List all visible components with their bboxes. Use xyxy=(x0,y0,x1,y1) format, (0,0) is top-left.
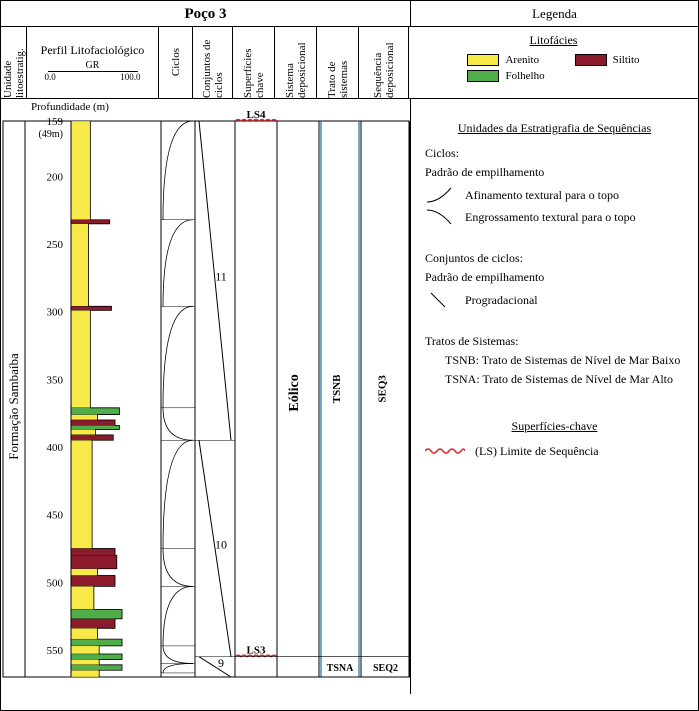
surf-title: Superfícies-chave xyxy=(425,417,684,436)
gr-scale-values: 0.0 100.0 xyxy=(43,72,143,82)
legend-fining: Afinamento textural para o topo xyxy=(425,186,684,205)
svg-text:Eólico: Eólico xyxy=(287,374,302,411)
sets-padrao: Padrão de empilhamento xyxy=(425,268,684,287)
hdr-trato: Trato de sistemas xyxy=(317,27,359,98)
lithofacies-items: Arenito Folhelho Siltito xyxy=(467,54,639,82)
stratigraphic-chart: Formação Sambaíba 159 200 250 300 350 400 450 50… xyxy=(1,99,411,694)
ciclos-padrao: Padrão de empilhamento xyxy=(425,163,684,182)
svg-text:SEQ3: SEQ3 xyxy=(377,375,389,403)
chart-block: Profundidade (m) Formação Sambaíba159200… xyxy=(1,99,411,694)
svg-text:TSNA: TSNA xyxy=(327,663,354,674)
swatch-icon xyxy=(467,70,499,82)
lith-siltito: Siltito xyxy=(575,54,640,66)
hdr-superficies: Superfícies chave xyxy=(233,27,275,98)
stratigraphic-figure: Poço 3 Legenda Unidade litoestratig. Per… xyxy=(0,0,699,711)
svg-text:550: 550 xyxy=(47,645,64,657)
well-title: Poço 3 xyxy=(1,1,411,26)
lith-folhelho: Folhelho xyxy=(467,70,544,82)
svg-text:400: 400 xyxy=(47,442,64,454)
swatch-icon xyxy=(467,54,499,66)
wavy-line-icon xyxy=(425,447,465,455)
legend-prog: Progradacional xyxy=(425,291,684,310)
legend-ls: (LS) Limite de Sequência xyxy=(425,442,684,461)
svg-text:Formação Sambaíba: Formação Sambaíba xyxy=(6,353,21,460)
svg-text:LS4: LS4 xyxy=(247,109,266,121)
hdr-sequencia: Sequência deposicional xyxy=(359,27,409,98)
lithofacies-title: Litofácies xyxy=(530,33,578,48)
sets-hdr: Conjuntos de ciclos: xyxy=(425,249,684,268)
title-row: Poço 3 Legenda xyxy=(1,1,698,27)
legend-coarsening: Engrossamento textural para o topo xyxy=(425,208,684,227)
prog-icon xyxy=(425,291,455,309)
svg-text:200: 200 xyxy=(47,171,64,183)
swatch-icon xyxy=(575,54,607,66)
svg-text:(49m): (49m) xyxy=(39,129,63,140)
tsna-text: TSNA: Trato de Sistemas de Nível de Mar … xyxy=(445,370,684,389)
gr-scale-line xyxy=(48,71,138,72)
legend-title: Legenda xyxy=(411,1,698,26)
svg-text:250: 250 xyxy=(47,239,64,251)
hdr-sistema-dep: Sistema deposicional xyxy=(275,27,317,98)
svg-text:9: 9 xyxy=(218,656,224,670)
svg-text:300: 300 xyxy=(47,307,64,319)
svg-text:350: 350 xyxy=(47,374,64,386)
legend-lithofacies: Litofácies Arenito Folhelho Siltito xyxy=(409,27,698,98)
hdr-conj-ciclos: Conjuntos de ciclos xyxy=(193,27,233,98)
header-row: Unidade litoestratig. Perfil Litofacioló… xyxy=(1,27,698,99)
body-row: Profundidade (m) Formação Sambaíba159200… xyxy=(1,99,698,694)
hdr-perfil: Perfil Litofaciológico GR 0.0 100.0 xyxy=(27,27,159,98)
legend-body: Unidades da Estratigrafia de Sequências … xyxy=(411,99,698,694)
svg-text:159: 159 xyxy=(47,116,64,128)
svg-text:450: 450 xyxy=(47,510,64,522)
svg-text:500: 500 xyxy=(47,577,64,589)
seq-strat-title: Unidades da Estratigrafia de Sequências xyxy=(425,119,684,138)
lith-arenito: Arenito xyxy=(467,54,544,66)
svg-text:LS3: LS3 xyxy=(247,645,266,657)
hdr-unidade: Unidade litoestratig. xyxy=(1,27,27,98)
hdr-ciclos: Ciclos xyxy=(159,27,193,98)
fining-icon xyxy=(425,186,455,204)
svg-text:10: 10 xyxy=(215,537,227,551)
ciclos-hdr: Ciclos: xyxy=(425,144,684,163)
svg-text:11: 11 xyxy=(215,270,227,284)
coarsening-icon xyxy=(425,208,455,226)
svg-text:TSNB: TSNB xyxy=(331,374,343,403)
tratos-hdr: Tratos de Sistemas: xyxy=(425,332,684,351)
svg-text:SEQ2: SEQ2 xyxy=(373,663,398,674)
tsnb-text: TSNB: Trato de Sistemas de Nível de Mar … xyxy=(445,351,684,370)
